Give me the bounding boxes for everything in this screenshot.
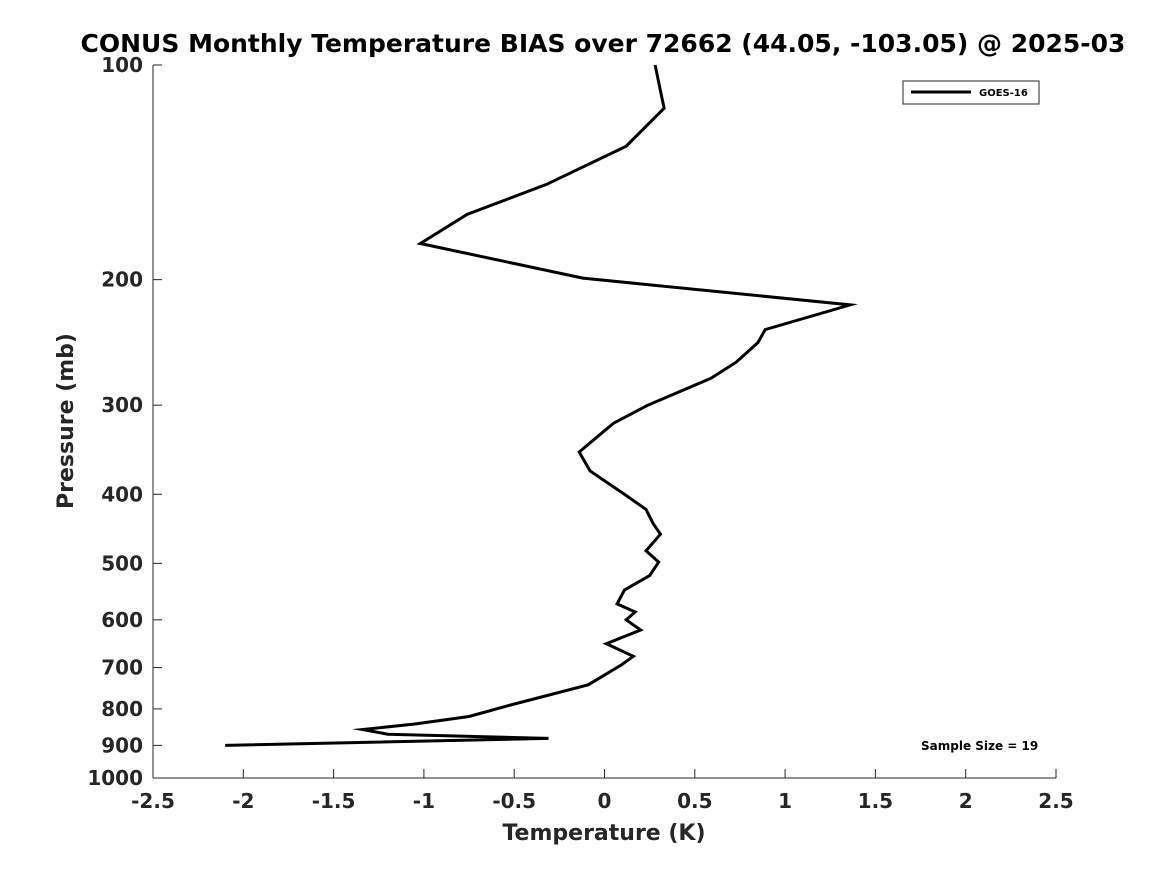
x-tick-label: -1.5 xyxy=(312,789,356,813)
legend-label-goes-16: GOES-16 xyxy=(979,88,1028,99)
x-tick-label: 1.5 xyxy=(858,789,893,813)
y-tick-label: 1000 xyxy=(87,766,143,790)
x-tick-label: 2.5 xyxy=(1038,789,1073,813)
y-tick-label: 400 xyxy=(101,482,143,506)
x-axis-ticks: -2.5 -2 -1.5 -1 -0.5 0 0.5 1 1.5 2 2.5 xyxy=(131,769,1074,813)
y-tick-label: 600 xyxy=(101,608,143,632)
x-tick-label: -0.5 xyxy=(492,789,536,813)
y-axis-label: Pressure (mb) xyxy=(54,333,79,509)
x-axis-label: Temperature (K) xyxy=(502,821,705,846)
x-tick-label: 0.5 xyxy=(677,789,712,813)
y-tick-label: 900 xyxy=(101,733,143,757)
x-tick-label: 2 xyxy=(959,789,973,813)
x-tick-label: -2 xyxy=(232,789,254,813)
legend: GOES-16 xyxy=(902,80,1040,105)
chart-title: CONUS Monthly Temperature BIAS over 7266… xyxy=(81,29,1126,58)
plot-area xyxy=(153,65,1056,778)
sample-size-annotation: Sample Size = 19 xyxy=(921,739,1038,753)
y-tick-label: 100 xyxy=(101,53,143,77)
y-tick-label: 200 xyxy=(101,268,143,292)
y-tick-label: 500 xyxy=(101,551,143,575)
x-tick-label: 0 xyxy=(598,789,612,813)
y-tick-label: 700 xyxy=(101,656,143,680)
x-tick-label: 1 xyxy=(778,789,792,813)
x-tick-label: -2.5 xyxy=(131,789,175,813)
y-tick-label: 800 xyxy=(101,697,143,721)
series-layer xyxy=(225,64,858,747)
y-axis-ticks: 100 200 300 400 500 600 700 800 900 1000 xyxy=(87,53,162,790)
x-tick-label: -1 xyxy=(413,789,435,813)
series-line-goes-16 xyxy=(225,64,858,747)
y-tick-label: 300 xyxy=(101,393,143,417)
